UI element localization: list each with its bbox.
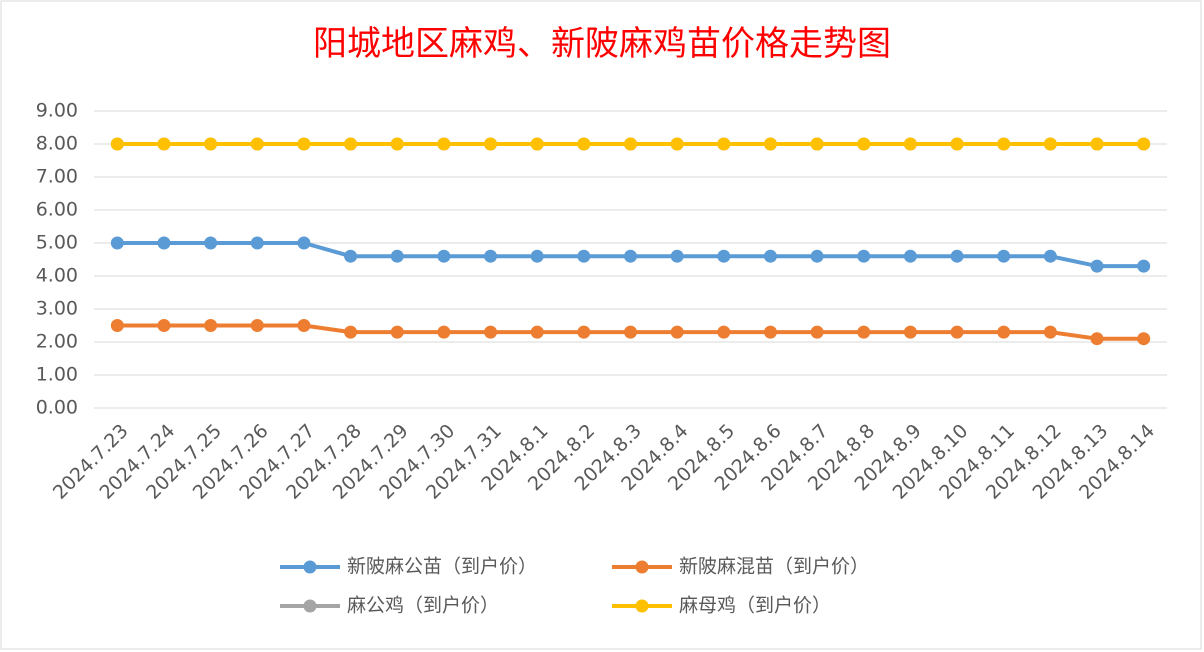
- y-tick-label: 2.00: [36, 331, 78, 353]
- data-point: [577, 249, 591, 263]
- data-point: [1137, 137, 1151, 151]
- data-point: [344, 325, 358, 339]
- y-tick-label: 9.00: [36, 100, 78, 122]
- data-point: [997, 325, 1011, 339]
- data-point: [1137, 259, 1151, 273]
- legend-marker: [635, 560, 649, 574]
- data-point: [763, 137, 777, 151]
- data-point: [1090, 332, 1104, 346]
- y-tick-label: 5.00: [36, 232, 78, 254]
- data-point: [204, 236, 218, 250]
- data-point: [1043, 249, 1057, 263]
- data-point: [903, 249, 917, 263]
- data-point: [903, 137, 917, 151]
- data-point: [437, 137, 451, 151]
- data-point: [250, 319, 264, 332]
- y-tick-label: 7.00: [36, 166, 78, 188]
- data-point: [250, 137, 264, 151]
- data-point: [857, 325, 871, 339]
- data-point: [390, 325, 404, 339]
- y-tick-label: 0.00: [36, 397, 78, 419]
- data-point: [950, 325, 964, 339]
- data-point: [670, 249, 684, 263]
- data-point: [110, 137, 124, 151]
- data-point: [810, 137, 824, 151]
- data-point: [1043, 137, 1057, 151]
- legend-label: 新陂麻公苗（到户价）: [347, 556, 537, 578]
- data-point: [530, 137, 544, 151]
- data-point: [390, 249, 404, 263]
- data-point: [624, 325, 637, 339]
- data-point: [110, 236, 124, 250]
- data-point: [624, 137, 637, 151]
- data-point: [1090, 259, 1104, 273]
- data-point: [857, 249, 871, 263]
- legend-label: 新陂麻混苗（到户价）: [679, 556, 869, 578]
- data-point: [437, 249, 451, 263]
- data-point: [530, 249, 544, 263]
- data-point: [763, 249, 777, 263]
- data-point: [857, 137, 871, 151]
- data-point: [344, 249, 358, 263]
- legend-label: 麻公鸡（到户价）: [347, 595, 499, 617]
- data-point: [997, 249, 1011, 263]
- data-point: [157, 137, 171, 151]
- data-point: [204, 137, 218, 151]
- chart-title: 阳城地区麻鸡、新陂麻鸡苗价格走势图: [313, 24, 891, 64]
- data-point: [950, 249, 964, 263]
- data-point: [810, 249, 824, 263]
- data-point: [997, 137, 1011, 151]
- data-point: [1090, 137, 1104, 151]
- data-point: [110, 319, 124, 332]
- data-point: [530, 325, 544, 339]
- data-point: [577, 137, 591, 151]
- data-point: [484, 137, 498, 151]
- data-point: [390, 137, 404, 151]
- data-point: [903, 325, 917, 339]
- data-point: [250, 236, 264, 250]
- data-point: [763, 325, 777, 339]
- data-point: [157, 319, 171, 332]
- legend-marker: [303, 599, 317, 613]
- data-point: [297, 319, 311, 332]
- data-point: [717, 137, 731, 151]
- legend-label: 麻母鸡（到户价）: [679, 595, 831, 617]
- data-point: [204, 319, 218, 332]
- data-point: [484, 325, 498, 339]
- y-tick-label: 4.00: [36, 265, 78, 287]
- y-tick-label: 1.00: [36, 364, 78, 386]
- data-point: [717, 325, 731, 339]
- data-point: [1137, 332, 1151, 346]
- data-point: [950, 137, 964, 151]
- data-point: [717, 249, 731, 263]
- legend-marker: [303, 560, 317, 574]
- data-point: [437, 325, 451, 339]
- data-point: [157, 236, 171, 250]
- data-point: [344, 137, 358, 151]
- data-point: [670, 325, 684, 339]
- data-point: [624, 249, 637, 263]
- data-point: [297, 137, 311, 151]
- y-tick-label: 6.00: [36, 199, 78, 221]
- data-point: [577, 325, 591, 339]
- data-point: [297, 236, 311, 250]
- y-tick-label: 8.00: [36, 133, 78, 155]
- data-point: [484, 249, 498, 263]
- data-point: [810, 325, 824, 339]
- data-point: [670, 137, 684, 151]
- data-point: [1043, 325, 1057, 339]
- y-tick-label: 3.00: [36, 298, 78, 320]
- legend-marker: [635, 599, 649, 613]
